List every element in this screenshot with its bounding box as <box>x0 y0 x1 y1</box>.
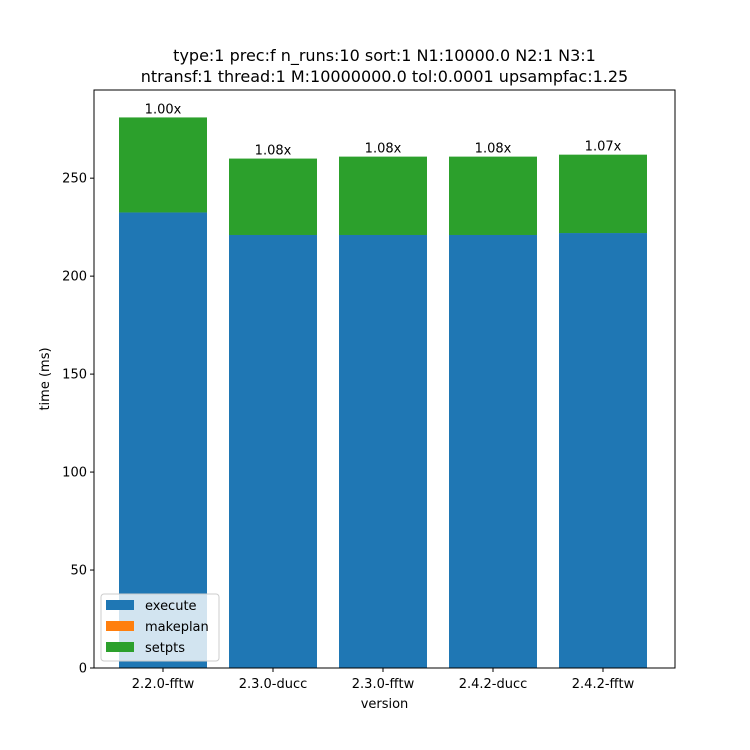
legend-swatch-setpts <box>106 642 134 652</box>
chart-title-line-1: type:1 prec:f n_runs:10 sort:1 N1:10000.… <box>173 46 596 66</box>
bar-label-2.3.0-fftw: 1.08x <box>365 142 402 157</box>
x-tick-label-2.2.0-fftw: 2.2.0-fftw <box>132 677 195 692</box>
bar-label-2.4.2-fftw: 1.07x <box>585 140 622 155</box>
y-tick-label-200: 200 <box>62 270 87 285</box>
legend-label-setpts: setpts <box>145 641 185 656</box>
plot-frame <box>93 89 676 669</box>
legend: execute makeplan setpts <box>100 593 220 662</box>
legend-label-makeplan: makeplan <box>145 620 209 635</box>
bar-label-2.3.0-ducc: 1.08x <box>255 144 292 159</box>
y-tick-label-150: 150 <box>62 368 87 383</box>
bar-execute-2.3.0-fftw <box>339 234 427 668</box>
bar-label-2.4.2-ducc: 1.08x <box>475 142 512 157</box>
bar-execute-2.3.0-ducc <box>229 234 317 668</box>
bar-execute-2.4.2-fftw <box>559 233 647 668</box>
legend-label-execute: execute <box>145 599 197 614</box>
y-tick-label-100: 100 <box>62 466 87 481</box>
chart-title-line-2: ntransf:1 thread:1 M:10000000.0 tol:0.00… <box>141 67 628 86</box>
bar-setpts-2.4.2-ducc <box>449 156 537 235</box>
chart-title: type:1 prec:f n_runs:10 sort:1 N1:10000.… <box>141 46 628 86</box>
x-axis: 2.2.0-fftw 2.3.0-ducc 2.3.0-fftw 2.4.2-ducc… <box>132 668 635 692</box>
x-tick-label-2.3.0-fftw: 2.3.0-fftw <box>352 677 415 692</box>
bar-execute-2.2.0-fftw <box>119 212 207 668</box>
bar-setpts-2.4.2-fftw <box>559 154 647 234</box>
y-axis: 0 50 100 150 200 250 <box>62 172 94 677</box>
y-axis-label: time (ms) <box>38 347 53 410</box>
bar-setpts-2.3.0-ducc <box>229 158 317 235</box>
bar-labels-group: 1.00x 1.08x 1.08x 1.08x 1.07x <box>145 102 622 158</box>
y-tick-label-50: 50 <box>70 564 87 579</box>
bar-execute-2.4.2-ducc <box>449 234 537 668</box>
x-tick-label-2.4.2-fftw: 2.4.2-fftw <box>572 677 635 692</box>
legend-swatch-execute <box>106 600 134 610</box>
legend-swatch-makeplan <box>106 621 134 631</box>
x-tick-label-2.3.0-ducc: 2.3.0-ducc <box>239 677 308 692</box>
x-axis-label: version <box>361 697 409 712</box>
bar-label-2.2.0-fftw: 1.00x <box>145 102 182 117</box>
bar-setpts-2.3.0-fftw <box>339 156 427 235</box>
bar-setpts-2.2.0-fftw <box>119 117 207 213</box>
y-tick-label-0: 0 <box>79 662 87 677</box>
y-tick-label-250: 250 <box>62 172 87 187</box>
bars-group <box>119 117 647 668</box>
x-tick-label-2.4.2-ducc: 2.4.2-ducc <box>459 677 528 692</box>
